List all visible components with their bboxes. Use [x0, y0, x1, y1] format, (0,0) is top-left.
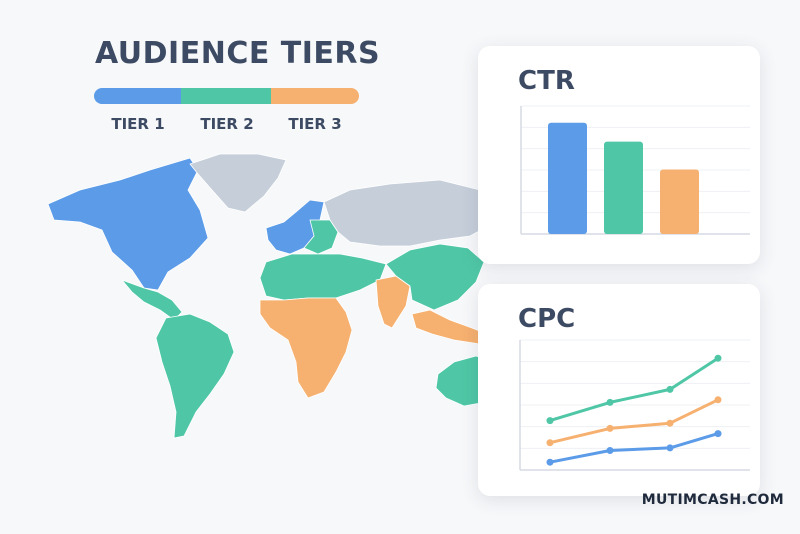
ctr-bar: [604, 141, 643, 234]
map-region-south-america: [155, 313, 235, 439]
map-region-asia: [385, 243, 485, 311]
page-title: AUDIENCE TIERS: [95, 36, 381, 71]
cpc-point: [714, 396, 722, 404]
site-watermark: MUTIMCASH.COM: [641, 492, 784, 508]
cpc-series-line: [548, 398, 720, 445]
cpc-card-title: CPC: [518, 304, 576, 334]
map-region-india: [375, 275, 411, 329]
cpc-point: [606, 398, 614, 406]
tier-2-label: TIER 2: [200, 115, 254, 133]
cpc-point: [546, 439, 554, 447]
cpc-point: [666, 419, 674, 427]
cpc-point: [606, 447, 614, 454]
ctr-bar: [548, 122, 587, 234]
ctr-chart: [520, 105, 750, 235]
cpc-point: [666, 385, 674, 393]
cpc-point: [546, 417, 554, 425]
map-region-north-africa-middle-east: [259, 253, 387, 301]
cpc-series-line: [548, 432, 720, 464]
cpc-point: [666, 444, 674, 452]
cpc-series-line: [548, 356, 720, 423]
cpc-chart: [519, 339, 750, 471]
ctr-card-title: CTR: [518, 66, 575, 96]
cpc-card: CPC: [478, 284, 760, 496]
tier-3-label: TIER 3: [288, 115, 342, 133]
cpc-point: [606, 424, 614, 432]
tier-2-swatch: [181, 88, 271, 104]
tier-1-swatch: [94, 88, 181, 104]
ctr-card: CTR: [478, 46, 760, 264]
cpc-point: [714, 354, 722, 362]
map-region-north-america: [47, 157, 209, 291]
tier-1-label: TIER 1: [111, 115, 165, 133]
cpc-point: [714, 430, 722, 438]
world-map: [47, 153, 500, 439]
tier-3-swatch: [271, 88, 359, 104]
ctr-bar: [660, 169, 699, 234]
map-region-greenland: [189, 153, 287, 213]
cpc-point: [546, 458, 554, 466]
map-region-russia: [323, 179, 500, 247]
map-region-sub-saharan-africa: [259, 297, 353, 399]
tier-legend-bar: [94, 88, 359, 104]
